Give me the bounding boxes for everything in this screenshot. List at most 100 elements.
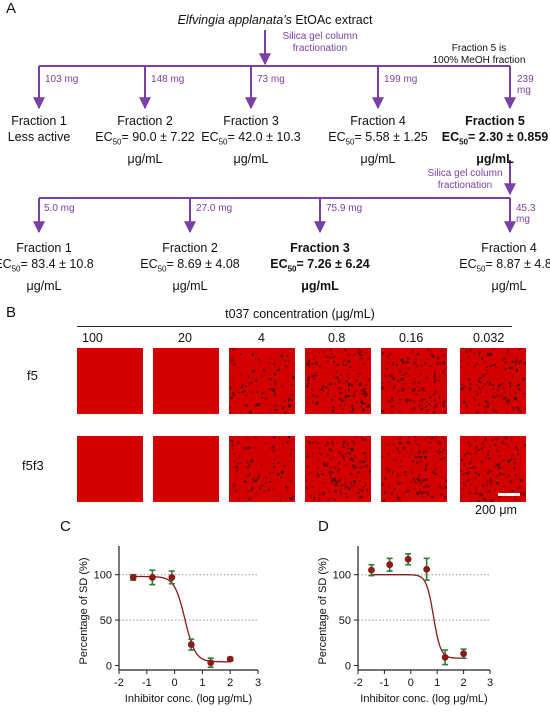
- fraction-ec50: EC50= 90.0 ± 7.22: [85, 129, 205, 151]
- ec-label: EC: [0, 257, 12, 271]
- ec-value: = 8.87 ± 4.85: [485, 257, 550, 271]
- fraction5-note: Fraction 5 is 100% MeOH fraction: [424, 43, 534, 67]
- x-tick-label: 1: [199, 677, 205, 689]
- data-point: [441, 653, 449, 661]
- fraction-name: Fraction 2: [162, 241, 218, 255]
- mass-label: 103 mg: [45, 74, 79, 85]
- micrograph-tile: [460, 348, 526, 414]
- ec-sub: 50: [476, 264, 486, 274]
- x-axis-label: Inhibitor conc. (log μg/mL): [125, 693, 252, 705]
- fraction-unit: μg/mL: [26, 278, 62, 293]
- f5-note-line1: Fraction 5 is: [451, 43, 507, 54]
- bottom-fraction-3: Fraction 3 EC50= 7.26 ± 6.24 μg/mL: [255, 240, 385, 294]
- y-axis-label: Percentage of SD (%): [317, 558, 329, 665]
- ec-label: EC: [95, 130, 113, 144]
- conc-label: 100: [82, 331, 103, 345]
- panel-b-letter: B: [6, 304, 17, 321]
- panel-d-letter: D: [318, 518, 329, 535]
- mass-label: 45.3 mg: [516, 203, 536, 225]
- fraction-name: Fraction 1: [16, 241, 72, 255]
- micrograph-tile: [381, 436, 447, 502]
- data-point: [207, 659, 215, 667]
- mass-label: 75.9 mg: [326, 203, 363, 214]
- ec-sub: 50: [112, 137, 122, 147]
- conc-label: 4: [258, 331, 265, 345]
- step1-note-line2: fractionation: [292, 43, 348, 54]
- micrograph-tile: [305, 436, 371, 502]
- data-point: [460, 650, 467, 658]
- top-fraction-2: Fraction 2 EC50= 90.0 ± 7.22 μg/mL: [85, 113, 205, 167]
- y-tick-label: 0: [106, 660, 112, 672]
- species-name: Elfvingia applanata's: [177, 13, 292, 27]
- fraction-ec50: EC50= 7.26 ± 6.24: [255, 256, 385, 278]
- fraction-name: Fraction 2: [117, 114, 173, 128]
- ec-value: = 42.0 ± 10.3: [227, 130, 301, 144]
- ec-label: EC: [270, 257, 288, 271]
- fraction-name: Fraction 1: [11, 114, 67, 128]
- conc-label: 20: [178, 331, 192, 345]
- fraction-unit: μg/mL: [301, 278, 339, 293]
- ec-sub: 50: [287, 264, 297, 274]
- x-tick-label: -2: [353, 677, 363, 689]
- bottom-fraction-1: Fraction 1 EC50= 83.4 ± 10.8 μg/mL: [0, 240, 104, 294]
- data-point: [404, 555, 412, 563]
- extract-type: EtOAc extract: [291, 13, 373, 27]
- y-tick-label: 50: [100, 615, 112, 627]
- fraction-ec50: EC50= 8.87 ± 4.85: [447, 256, 550, 278]
- ec-value: = 8.69 ± 4.08: [166, 257, 240, 271]
- fraction-name: Fraction 4: [481, 241, 537, 255]
- fraction-name: Fraction 3: [290, 241, 350, 255]
- micrograph-tile: [153, 436, 219, 502]
- fraction-ec50: EC50= 2.30 ± 0.859: [440, 129, 550, 151]
- fraction-name: Fraction 4: [350, 114, 406, 128]
- header-rule: [77, 326, 512, 327]
- fraction-ec50: EC50= 42.0 ± 10.3: [191, 129, 311, 151]
- fraction-ec50: EC50= 83.4 ± 10.8: [0, 256, 104, 278]
- data-point: [386, 561, 394, 569]
- ec-value: = 2.30 ± 0.859: [468, 130, 549, 144]
- x-tick-label: 0: [172, 677, 178, 689]
- data-point: [368, 566, 375, 574]
- ec-label: EC: [140, 257, 158, 271]
- panel-a-letter: A: [6, 0, 17, 17]
- bottom-fraction-2: Fraction 2 EC50= 8.69 ± 4.08 μg/mL: [128, 240, 252, 294]
- mass-label: 239 mg: [517, 74, 534, 96]
- x-tick-label: 3: [487, 677, 493, 689]
- ec-label: EC: [328, 130, 346, 144]
- ec-sub: 50: [157, 264, 167, 274]
- x-axis-label: Inhibitor conc. (log μg/mL): [360, 693, 487, 705]
- micrograph-tile: [77, 348, 143, 414]
- data-point: [187, 641, 195, 648]
- ec-label: EC: [459, 257, 477, 271]
- ec-sub: 50: [459, 137, 469, 147]
- panel-c-letter: C: [60, 518, 71, 535]
- top-fraction-1: Fraction 1 Less active: [0, 113, 89, 145]
- fraction-unit: μg/mL: [491, 278, 527, 293]
- mass-label: 199 mg: [384, 74, 418, 85]
- bottom-fraction-4: Fraction 4 EC50= 8.87 ± 4.85 μg/mL: [447, 240, 550, 294]
- conc-label: 0.032: [473, 331, 505, 345]
- x-tick-label: 2: [227, 677, 233, 689]
- fraction-unit: μg/mL: [476, 151, 514, 166]
- data-point: [226, 655, 234, 663]
- mass-label: 148 mg: [151, 74, 185, 85]
- ec-label: EC: [201, 130, 219, 144]
- fraction-unit: μg/mL: [360, 151, 396, 166]
- x-tick-label: 0: [408, 677, 414, 689]
- source-extract-label: Elfvingia applanata's EtOAc extract: [150, 13, 400, 27]
- f5-note-line2: 100% MeOH fraction: [432, 55, 526, 66]
- ec-label: EC: [441, 130, 460, 144]
- data-point: [423, 565, 431, 573]
- x-tick-label: 1: [434, 677, 440, 689]
- micrograph-tile: [229, 436, 295, 502]
- ec-value: = 5.58 ± 1.25: [354, 130, 428, 144]
- micrograph-tile: [153, 348, 219, 414]
- row-label-f5f3: f5f3: [22, 458, 44, 473]
- conc-label: 0.16: [399, 331, 424, 345]
- y-axis-label: Percentage of SD (%): [78, 558, 90, 665]
- x-tick-label: -2: [114, 677, 124, 689]
- mass-label: 73 mg: [257, 74, 285, 85]
- fraction-ec50: EC50= 8.69 ± 4.08: [128, 256, 252, 278]
- data-point: [168, 574, 176, 581]
